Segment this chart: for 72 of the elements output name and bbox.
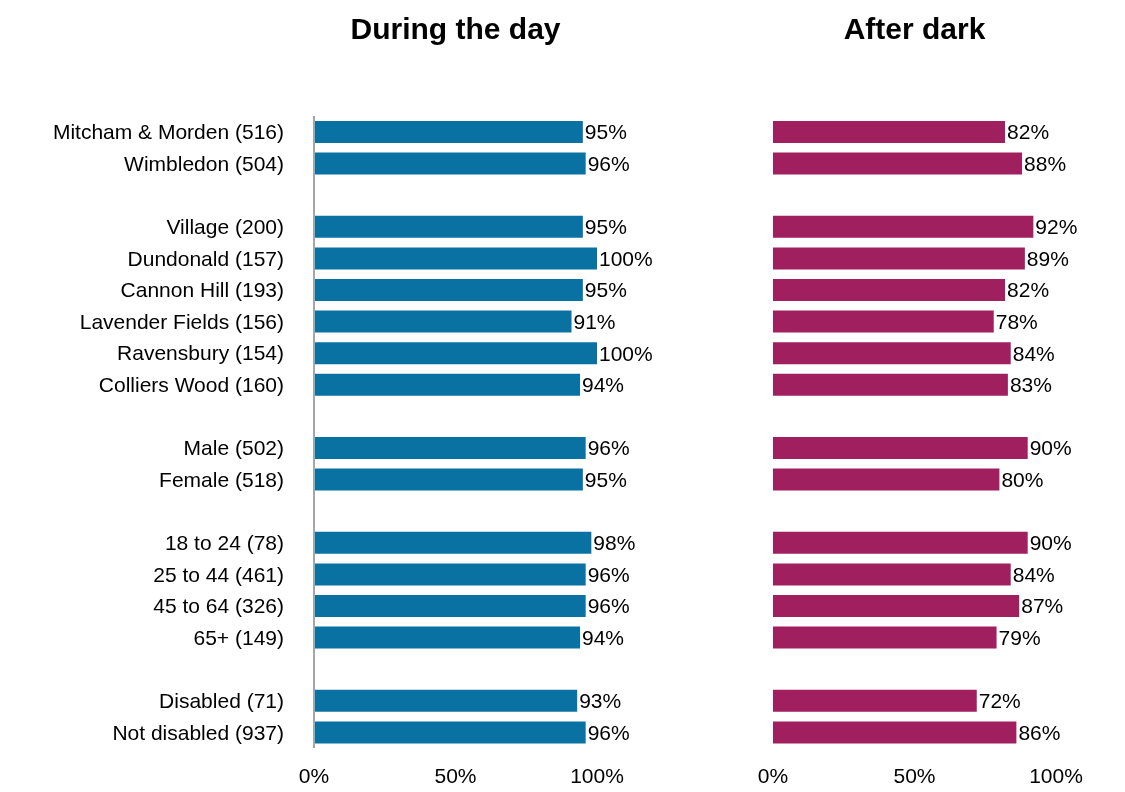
x-tick-label: 50% [434, 763, 477, 787]
x-tick-label: 100% [570, 763, 624, 787]
y-tick-label: Village (200) [166, 215, 284, 239]
bar [773, 626, 997, 649]
data-label: 95% [584, 215, 627, 239]
data-label: 82% [1007, 120, 1050, 144]
y-tick-label: 18 to 24 (78) [164, 531, 284, 555]
chart-title: During the day [349, 12, 562, 46]
bar [773, 121, 1006, 143]
data-label: 90% [1029, 436, 1072, 460]
y-tick-label: Wimbledon (504) [124, 151, 284, 175]
bar [773, 595, 1020, 617]
data-label: 79% [998, 626, 1041, 650]
bar [773, 437, 1028, 459]
y-tick-label: Female (518) [159, 467, 284, 491]
y-tick-label: Dundonald (157) [127, 246, 284, 270]
y-tick-label: Lavender Fields (156) [79, 309, 284, 333]
data-label: 83% [1009, 373, 1052, 397]
bar [773, 531, 1028, 554]
y-tick-label: Ravensbury (154) [117, 341, 284, 365]
y-tick-label: Mitcham & Morden (516) [52, 120, 284, 144]
y-tick-label: Disabled (71) [159, 689, 284, 713]
bar [773, 721, 1017, 744]
bar [773, 310, 994, 333]
data-label: 89% [1026, 246, 1069, 270]
data-label: 78% [995, 310, 1038, 334]
y-tick-label: Male (502) [183, 436, 284, 460]
data-label: 98% [593, 531, 636, 555]
data-label: 96% [587, 562, 630, 586]
x-tick-label: 0% [757, 763, 789, 787]
x-tick-label: 100% [1029, 763, 1083, 787]
data-label: 94% [582, 373, 625, 397]
data-label: 95% [584, 278, 627, 302]
data-label: 82% [1007, 278, 1050, 302]
data-label: 100% [599, 246, 653, 270]
bar [773, 373, 1008, 396]
x-tick-label: 50% [893, 763, 936, 787]
y-tick-label: Not disabled (937) [112, 720, 284, 744]
bar [773, 152, 1023, 175]
data-label: 92% [1035, 215, 1078, 239]
data-label: 87% [1021, 594, 1064, 618]
y-tick-label: Colliers Wood (160) [98, 373, 284, 397]
bar [773, 247, 1025, 270]
bar [773, 689, 977, 712]
y-tick-label: Cannon Hill (193) [120, 278, 284, 302]
chart-title: After dark [842, 12, 987, 46]
data-label: 84% [1012, 341, 1055, 365]
data-label: 96% [587, 594, 630, 618]
data-label: 88% [1024, 152, 1067, 176]
data-label: 96% [587, 436, 630, 460]
y-tick-label: 25 to 44 (461) [153, 562, 284, 586]
data-label: 80% [1001, 468, 1044, 492]
bar [773, 563, 1011, 586]
bar [773, 468, 1000, 491]
data-label: 96% [587, 152, 630, 176]
data-label: 95% [584, 468, 627, 492]
data-label: 95% [584, 120, 627, 144]
data-label: 96% [587, 720, 630, 744]
y-tick-label: 45 to 64 (326) [153, 594, 284, 618]
bar [773, 342, 1011, 365]
bar [773, 279, 1006, 301]
y-tick-label: 65+ (149) [193, 625, 284, 649]
bar [773, 215, 1034, 238]
data-label: 86% [1018, 720, 1061, 744]
x-tick-label: 0% [298, 763, 330, 787]
data-label: 72% [978, 689, 1021, 713]
data-label: 91% [573, 310, 616, 334]
data-label: 84% [1012, 562, 1055, 586]
data-label: 100% [599, 341, 653, 365]
data-label: 90% [1029, 531, 1072, 555]
data-label: 94% [582, 626, 625, 650]
data-label: 93% [579, 689, 622, 713]
